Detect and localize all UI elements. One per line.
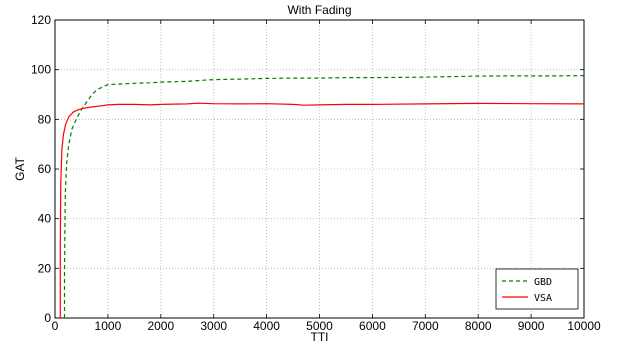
- x-tick-label: 9000: [518, 319, 545, 333]
- y-tick-label: 0: [44, 311, 51, 325]
- x-tick-label: 0: [52, 319, 59, 333]
- y-tick-label: 80: [38, 112, 52, 126]
- y-tick-label: 120: [31, 13, 51, 27]
- x-tick-label: 10000: [567, 319, 601, 333]
- x-tick-label: 6000: [359, 319, 386, 333]
- x-tick-label: 2000: [147, 319, 174, 333]
- y-tick-label: 20: [38, 261, 52, 275]
- y-tick-label: 60: [38, 162, 52, 176]
- y-tick-label: 100: [31, 63, 51, 77]
- grid: [55, 20, 584, 318]
- series-line-vsa: [59, 102, 585, 318]
- series-line-gbd: [63, 75, 585, 318]
- legend-label-gbd: GBD: [534, 277, 552, 288]
- x-axis-title: TTI: [311, 330, 329, 344]
- legend-label-vsa: VSA: [534, 293, 552, 304]
- x-tick-label: 1000: [95, 319, 122, 333]
- x-tick-label: 3000: [200, 319, 227, 333]
- axis-ticks: 0 1000 2000 3000 4000 5000 6000 7000 8000 9000 100…: [31, 13, 601, 333]
- x-tick-label: 5000: [306, 319, 333, 333]
- y-axis-title: GAT: [13, 156, 27, 180]
- y-tick-label: 40: [38, 212, 52, 226]
- series-group: [59, 75, 585, 318]
- legend-box: [495, 268, 579, 310]
- legend: GBD VSA: [495, 268, 579, 310]
- x-tick-label: 4000: [253, 319, 280, 333]
- chart-title: With Fading: [287, 3, 351, 17]
- x-tick-label: 7000: [412, 319, 439, 333]
- x-tick-label: 8000: [465, 319, 492, 333]
